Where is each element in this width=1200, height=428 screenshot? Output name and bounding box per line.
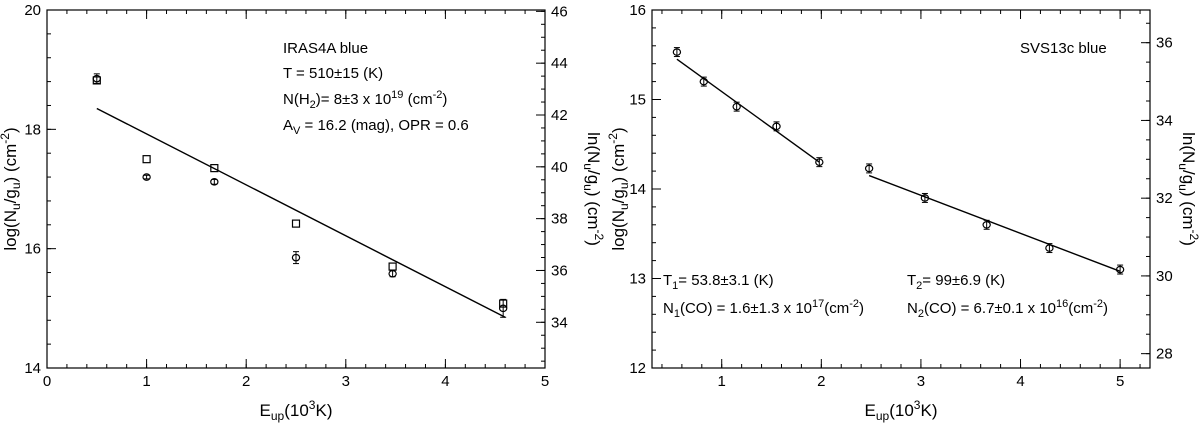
- left-y-axis-title: log(Nu/gu) (cm-2): [0, 127, 23, 250]
- left-y2-tick-label: 38: [551, 211, 568, 228]
- right-y2-axis-title: ln(Nu/gu) (cm-2): [1176, 132, 1200, 246]
- left-y2-tick-label: 46: [551, 3, 568, 20]
- right-y-axis-title: log(Nu/gu) (cm-2): [606, 127, 631, 250]
- right-y-tick-label: 14: [629, 181, 646, 198]
- left-x-axis-title: Eup(103K): [260, 398, 333, 423]
- right-data-marks: [672, 47, 1125, 275]
- right-data-point-circle: [732, 102, 741, 111]
- left-annotation-extinction: AV = 16.2 (mag), OPR = 0.6: [283, 117, 469, 137]
- left-data-point-square: [388, 262, 397, 271]
- right-y-tick-label: 12: [629, 360, 646, 377]
- right-y2-tick-label: 36: [1156, 35, 1173, 52]
- left-data-point-circle: [210, 178, 219, 186]
- left-plot-frame: [46, 9, 546, 369]
- right-annotation-n1: N1(CO) = 1.6±1.3 x 1017(cm-2): [663, 298, 864, 320]
- right-x-tick-label: 3: [917, 373, 925, 390]
- left-x-tick-label: 2: [242, 373, 250, 390]
- right-y-tick-label: 13: [629, 271, 646, 288]
- left-data-point-square: [142, 155, 151, 164]
- left-fit-line: [96, 107, 506, 318]
- right-annotation-n2: N2(CO) = 6.7±0.1 x 1016(cm-2): [907, 298, 1108, 320]
- left-data-point-square: [210, 164, 219, 173]
- right-annotation-t2: T2= 99±6.9 (K): [907, 272, 1005, 292]
- left-annotation-column-density: N(H2)= 8±3 x 1019 (cm-2): [283, 89, 447, 111]
- left-data-point-circle: [142, 173, 151, 181]
- left-x-tick-label: 1: [142, 373, 150, 390]
- right-y-tick-label: 16: [629, 2, 646, 19]
- left-y-tick-label: 18: [24, 121, 41, 138]
- left-data-point-circle: [291, 253, 301, 262]
- right-annotation-source: SVS13c blue: [1020, 40, 1107, 57]
- left-y2-tick-label: 44: [551, 55, 568, 72]
- left-annotation-temperature: T = 510±15 (K): [283, 65, 383, 82]
- right-data-point-circle: [772, 122, 781, 131]
- right-y2-tick-label: 34: [1156, 112, 1173, 129]
- left-annotation-source: IRAS4A blue: [283, 40, 368, 57]
- left-y-tick-label: 14: [24, 360, 41, 377]
- left-data-point-circle: [498, 304, 508, 313]
- right-y2-tick-label: 30: [1156, 268, 1173, 285]
- right-x-tick-label: 1: [718, 373, 726, 390]
- right-fit-line: [868, 174, 1121, 272]
- right-x-tick-label: 4: [1016, 373, 1024, 390]
- right-y2-tick-label: 28: [1156, 346, 1173, 363]
- left-y2-tick-label: 42: [551, 107, 568, 124]
- left-y2-tick-label: 34: [551, 314, 568, 331]
- left-x-tick-label: 4: [441, 373, 449, 390]
- right-x-tick-label: 5: [1116, 373, 1124, 390]
- left-y2-tick-label: 36: [551, 262, 568, 279]
- left-y-tick-label: 20: [24, 2, 41, 19]
- right-data-point-circle: [864, 164, 874, 173]
- right-data-point-circle: [815, 158, 824, 166]
- right-x-tick-label: 2: [817, 373, 825, 390]
- right-y-tick-label: 15: [629, 92, 646, 109]
- left-y2-axis-title: ln(Nu/gu) (cm-2): [581, 132, 606, 246]
- left-data-point-square: [499, 299, 508, 308]
- right-fit-line: [676, 58, 820, 163]
- left-y2-tick-label: 40: [551, 159, 568, 176]
- left-x-tick-label: 5: [541, 373, 549, 390]
- left-x-tick-label: 3: [342, 373, 350, 390]
- right-data-point-circle: [982, 221, 991, 229]
- left-x-tick-label: 0: [43, 373, 51, 390]
- right-annotation-t1: T1= 53.8±3.1 (K): [663, 272, 774, 292]
- left-data-point-square: [291, 219, 301, 228]
- right-x-axis-title: Eup(103K): [865, 398, 938, 423]
- left-data-marks: [92, 73, 508, 318]
- right-y2-tick-label: 32: [1156, 190, 1173, 207]
- left-y-tick-label: 16: [24, 241, 41, 258]
- left-data-point-square: [92, 76, 101, 85]
- right-data-point-circle: [672, 48, 682, 56]
